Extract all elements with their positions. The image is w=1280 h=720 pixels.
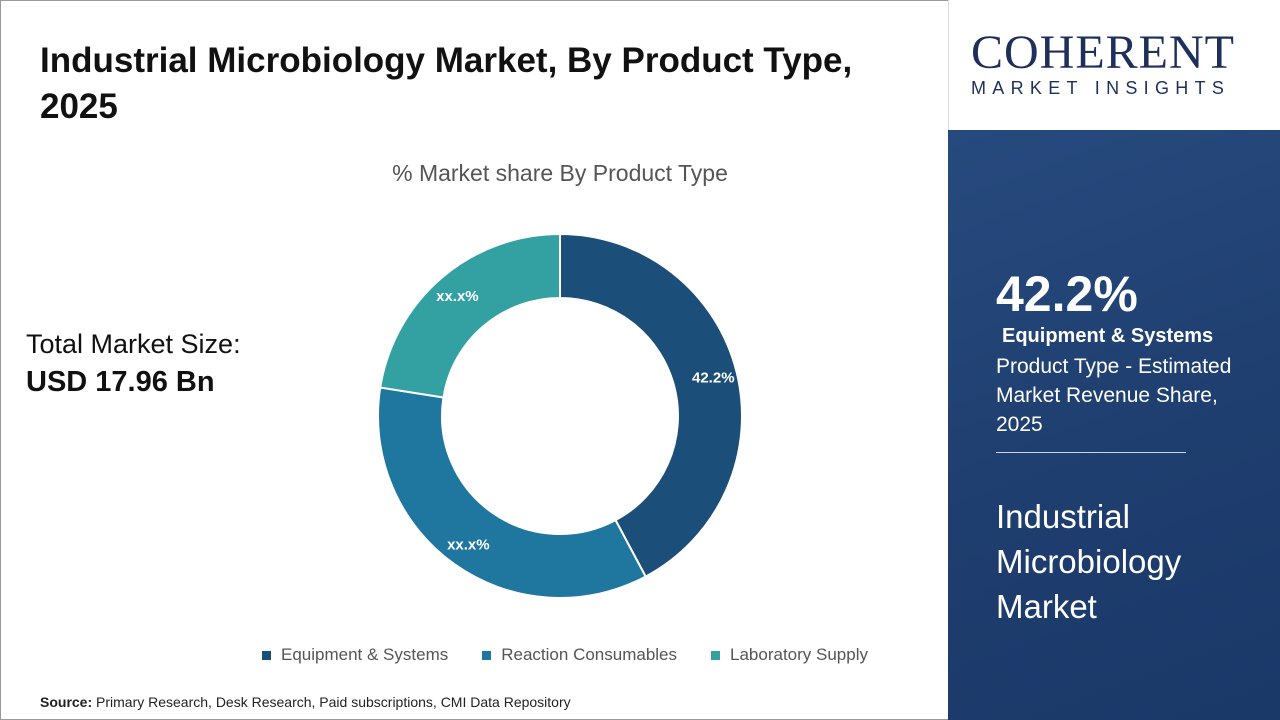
source-note: Source: Primary Research, Desk Research,… xyxy=(40,694,571,710)
logo-sub: MARKET INSIGHTS xyxy=(971,78,1231,98)
legend-item: Equipment & Systems xyxy=(262,645,448,665)
chart-legend: Equipment & Systems Reaction Consumables… xyxy=(262,645,868,665)
total-market-label: Total Market Size: xyxy=(26,329,241,359)
page-title: Industrial Microbiology Market, By Produ… xyxy=(40,41,853,126)
donut-chart: 42.2% xx.x% xx.x% xyxy=(377,232,743,599)
chart-title: % Market share By Product Type xyxy=(392,160,728,186)
highlight-value: 42.2% xyxy=(996,266,1138,322)
legend-item: Reaction Consumables xyxy=(482,645,677,665)
market-name: Industrial Microbiology Market xyxy=(996,498,1182,625)
donut-slice xyxy=(559,232,743,578)
legend-label: Equipment & Systems xyxy=(281,645,449,664)
donut-slice xyxy=(379,232,561,399)
slice-label: xx.x% xyxy=(447,537,490,554)
divider xyxy=(996,452,1186,453)
total-market-value: USD 17.96 Bn xyxy=(26,366,215,398)
company-logo: COHERENT MARKET INSIGHTS xyxy=(948,0,1280,130)
source-label: Source: xyxy=(40,694,93,710)
legend-label: Laboratory Supply xyxy=(730,645,868,664)
total-market-size: Total Market Size: USD 17.96 Bn xyxy=(26,325,241,401)
legend-swatch xyxy=(262,650,271,660)
slice-label: xx.x% xyxy=(436,288,479,305)
legend-label: Reaction Consumables xyxy=(501,645,678,664)
donut-slice xyxy=(377,386,648,599)
highlight-description: Product Type - Estimated Market Revenue … xyxy=(996,355,1232,436)
logo-main: COHERENT xyxy=(971,26,1235,79)
highlight-panel: 42.2% Equipment & Systems Product Type -… xyxy=(948,130,1280,720)
slice-label: 42.2% xyxy=(692,370,735,387)
source-text: Primary Research, Desk Research, Paid su… xyxy=(96,694,571,710)
legend-swatch xyxy=(482,650,492,660)
legend-item: Laboratory Supply xyxy=(711,645,868,665)
legend-swatch xyxy=(711,650,721,660)
highlight-segment: Equipment & Systems xyxy=(1002,325,1214,347)
